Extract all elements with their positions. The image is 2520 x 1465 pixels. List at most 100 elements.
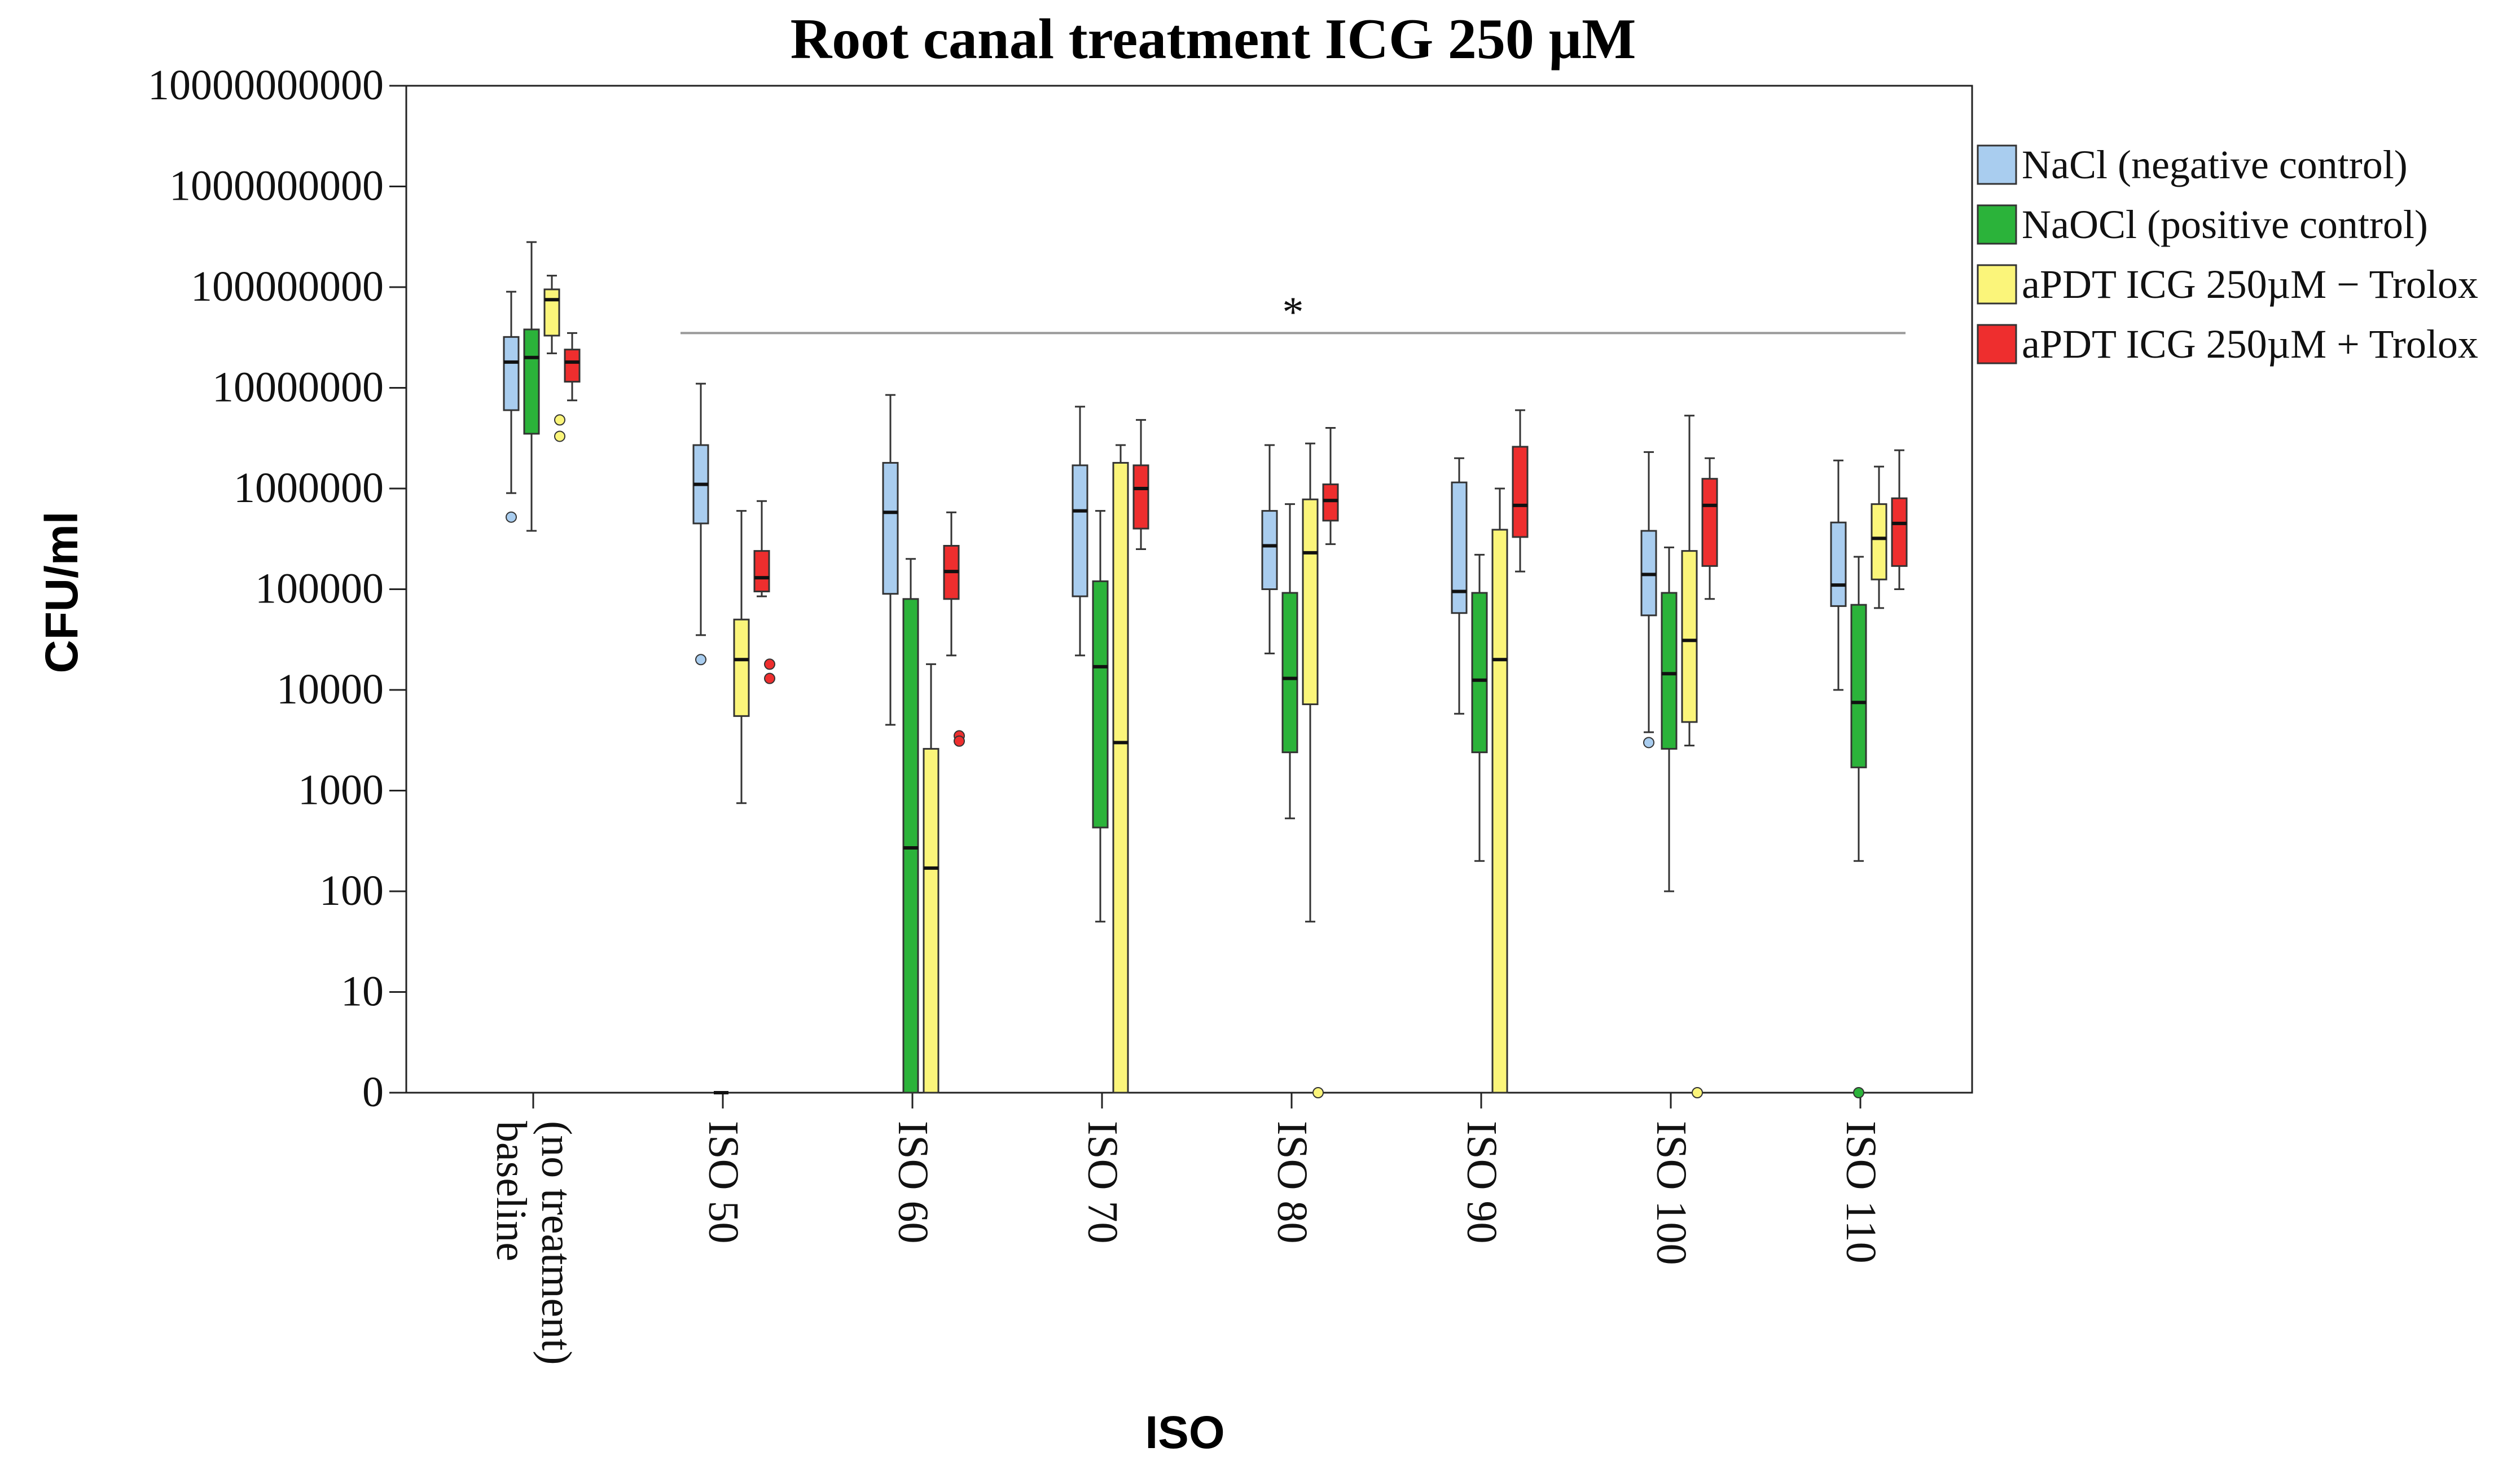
box-2-7	[1661, 546, 1678, 892]
legend-swatch	[1977, 144, 2017, 185]
box-3-8	[1871, 465, 1887, 609]
box-body	[753, 550, 770, 592]
x-tick-label-group: ISO 90	[1458, 1121, 1505, 1243]
box-body	[1830, 521, 1847, 607]
x-tick-label-group: ISO 50	[700, 1121, 747, 1243]
y-tick-label: 10	[341, 968, 384, 1015]
x-tick-label-group: ISO 70	[1079, 1121, 1126, 1243]
box-body	[1491, 529, 1508, 1094]
legend-label: NaOCl (positive control)	[2022, 202, 2428, 247]
box-body	[923, 747, 939, 1094]
box-body	[1322, 483, 1339, 522]
box-body	[1132, 464, 1149, 530]
box-3-4	[1112, 444, 1129, 1094]
box-3-7	[1681, 415, 1703, 1098]
y-tick-label: 0	[362, 1068, 384, 1116]
box-4-1	[564, 332, 581, 402]
box-2-4	[1092, 510, 1109, 923]
outlier-point	[695, 654, 706, 666]
box-2-1	[523, 241, 540, 532]
box-body	[1891, 497, 1908, 567]
box-4-2	[753, 500, 775, 684]
outlier-point	[1853, 1087, 1864, 1098]
box-3-3	[923, 663, 939, 1094]
x-tick-label: baseline	[488, 1121, 535, 1261]
box-body	[1681, 550, 1698, 723]
box-1-2	[692, 382, 709, 666]
box-1-5	[1261, 444, 1278, 654]
x-axis-label: ISO	[1145, 1407, 1225, 1458]
y-tick-label: 10000000000	[148, 61, 384, 109]
y-tick-label: 10000	[276, 666, 384, 713]
y-tick-label: 1000000000	[169, 162, 384, 210]
legend-label: aPDT ICG 250µM + Trolox	[2022, 322, 2478, 367]
box-2-5	[1281, 503, 1298, 820]
legend-label: NaCl (negative control)	[2022, 142, 2408, 187]
outlier-point	[764, 672, 775, 684]
outlier-point	[1643, 737, 1654, 749]
box-3-5	[1302, 442, 1324, 1098]
box-body	[1112, 461, 1129, 1094]
chart-title: Root canal treatment ICG 250 µM	[790, 7, 1636, 71]
box-body	[1701, 478, 1718, 567]
x-tick-label: ISO 100	[1648, 1121, 1695, 1265]
box-4-6	[1512, 409, 1529, 573]
box-1-6	[1451, 457, 1468, 715]
box-body	[1451, 481, 1468, 614]
box-body	[1512, 446, 1529, 538]
box-1-3	[882, 394, 899, 726]
box-1-8	[1830, 459, 1847, 691]
x-tick-label: ISO 60	[889, 1121, 937, 1243]
legend-swatch	[1977, 324, 2017, 364]
legend-swatch	[1977, 204, 2017, 245]
plot-layer: 10000000000 1000000000 100000000 1000000 0 10…	[148, 61, 2478, 1365]
outlier-point	[1312, 1087, 1324, 1098]
box-4-4	[1132, 419, 1149, 550]
outlier-point	[554, 414, 565, 426]
box-2-8	[1850, 556, 1867, 1098]
box-4-7	[1701, 457, 1718, 600]
box-body	[1871, 503, 1887, 580]
y-tick-label: 1000000	[234, 464, 384, 512]
outlier-point	[764, 658, 775, 670]
x-tick-label: ISO 50	[700, 1121, 747, 1243]
x-tick-label: ISO 110	[1837, 1121, 1885, 1264]
box-body	[1471, 592, 1488, 754]
x-tick-label-group: ISO 110	[1837, 1121, 1885, 1264]
x-tick-label: ISO 90	[1458, 1121, 1505, 1243]
box-body	[1661, 592, 1678, 750]
outlier-point	[554, 430, 565, 442]
y-tick-label: 1000	[298, 767, 384, 814]
box-body	[1281, 592, 1298, 754]
box-body	[902, 598, 919, 1094]
x-tick-label: ISO 80	[1268, 1121, 1316, 1243]
outlier-point	[954, 735, 965, 747]
outlier-point	[506, 511, 517, 523]
legend-label: aPDT ICG 250µM − Trolox	[2022, 262, 2478, 307]
box-1-4	[1072, 406, 1088, 657]
x-tick-label-group: ISO 100	[1648, 1121, 1695, 1265]
box-body	[1302, 498, 1319, 705]
box-4-3	[943, 511, 965, 747]
outlier-point	[1692, 1087, 1703, 1098]
x-tick-label: (no treatment)	[533, 1121, 580, 1365]
box-body	[523, 328, 540, 435]
box-body	[1850, 604, 1867, 768]
box-body	[564, 349, 581, 383]
box-body	[733, 618, 750, 717]
box-2-3	[902, 558, 919, 1094]
box-3-1	[543, 275, 565, 442]
significance-star: *	[1283, 288, 1304, 336]
box-body	[543, 288, 560, 337]
x-tick-label-group: baseline(no treatment)	[488, 1121, 580, 1365]
legend-swatch	[1977, 264, 2017, 305]
x-tick-label: ISO 70	[1079, 1121, 1126, 1243]
box-3-6	[1491, 487, 1508, 1094]
box-body	[503, 336, 520, 411]
plot-frame	[405, 85, 1973, 1094]
y-tick-label: 100	[319, 867, 384, 914]
y-tick-label: 100000000	[191, 263, 384, 310]
box-3-2	[733, 510, 750, 804]
box-4-5	[1322, 427, 1339, 545]
